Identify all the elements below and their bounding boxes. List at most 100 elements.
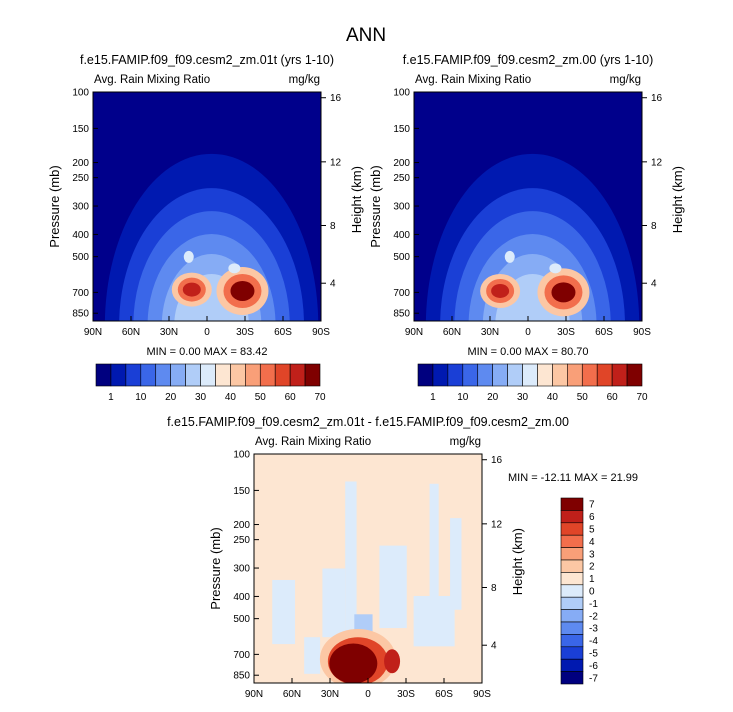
units-label: mg/kg — [450, 436, 481, 448]
colorbar-difference: 76 543 21 0-1-2 -3-4 -5-6-7 — [560, 497, 598, 685]
diff-negative-patch — [379, 545, 407, 629]
y-tick-label: 300 — [393, 202, 410, 213]
y2-tick-label: 12 — [330, 157, 342, 168]
colorbar-box — [581, 363, 598, 387]
colorbar-box — [215, 363, 231, 387]
colorbar-label: -3 — [589, 624, 598, 635]
colorbar-box — [560, 522, 584, 536]
y-tick-label: 500 — [72, 252, 89, 263]
diff-negative-patch — [450, 518, 462, 610]
x-tick-label: 90S — [473, 689, 491, 700]
y-tick-label: 200 — [72, 158, 89, 169]
colorbar-label: 60 — [607, 392, 619, 403]
y-tick-label: 850 — [72, 309, 89, 320]
colorbar-label: -5 — [589, 649, 598, 660]
y-tick-label: 150 — [393, 124, 410, 135]
y-tick-label: 700 — [233, 650, 250, 661]
colorbar-label: -1 — [589, 599, 598, 610]
x-tick-label: 90S — [312, 327, 330, 338]
y-tick-label: 200 — [393, 158, 410, 169]
colorbar-label: 20 — [487, 392, 499, 403]
colorbar-box — [462, 363, 479, 387]
y-tick-label: 700 — [72, 288, 89, 299]
diff-negative-patch — [272, 579, 296, 645]
colorbar-box — [245, 363, 261, 387]
y-tick-label: 250 — [233, 535, 250, 546]
colorbar-box — [477, 363, 493, 387]
colorbar-box — [140, 363, 157, 387]
x-tick-label: 60N — [443, 327, 461, 338]
panel-01t: f.e15.FAMIP.f09_f09.cesm2_zm.01t (yrs 1-… — [47, 53, 364, 358]
colorbar-label: 40 — [225, 392, 237, 403]
colorbar-label: -6 — [589, 661, 598, 672]
y-axis-label: Pressure (mb) — [208, 527, 223, 609]
y-tick-label: 500 — [233, 614, 250, 625]
colorbar-box — [274, 363, 291, 387]
colorbar-box — [230, 363, 246, 387]
colorbar-box — [560, 584, 584, 598]
colorbar-label: 10 — [135, 392, 147, 403]
colorbar-box — [560, 671, 584, 685]
units-label: mg/kg — [610, 74, 641, 86]
colorbar-box — [170, 363, 186, 387]
y2-tick-label: 8 — [651, 221, 657, 232]
colorbar-label: -4 — [589, 636, 598, 647]
variable-label: Avg. Rain Mixing Ratio — [415, 74, 531, 86]
colorbar-box — [110, 363, 127, 387]
diff-negative-patch — [345, 481, 357, 651]
colorbar-box — [560, 510, 584, 524]
y2-tick-label: 8 — [491, 583, 497, 594]
colorbar-box — [567, 363, 583, 387]
x-tick-label: 60N — [122, 327, 140, 338]
colorbar-box — [507, 363, 523, 387]
diff-negative-patch — [304, 637, 321, 674]
colorbar-box — [560, 497, 584, 511]
variable-label: Avg. Rain Mixing Ratio — [255, 436, 371, 448]
colorbar-label: 70 — [314, 392, 326, 403]
colorbar-01t: 1 10 20 30 40 50 60 70 — [95, 363, 326, 403]
panel-title: f.e15.FAMIP.f09_f09.cesm2_zm.01t - f.e15… — [167, 415, 569, 429]
colorbar-box — [259, 363, 276, 387]
x-tick-label: 60N — [283, 689, 301, 700]
y2-tick-label: 12 — [651, 157, 663, 168]
colorbar-label: 1 — [589, 574, 595, 585]
x-tick-label: 90N — [245, 689, 263, 700]
y-tick-label: 100 — [393, 88, 410, 99]
rain-max-core — [182, 282, 201, 297]
y-tick-label: 400 — [393, 230, 410, 241]
panel-title: f.e15.FAMIP.f09_f09.cesm2_zm.01t (yrs 1-… — [80, 53, 334, 67]
x-tick-label: 90N — [405, 327, 423, 338]
x-tick-label: 60S — [274, 327, 292, 338]
y2-axis-label: Height (km) — [670, 166, 685, 233]
colorbar-box — [432, 363, 449, 387]
x-tick-label: 60S — [435, 689, 453, 700]
x-tick-label: 30S — [557, 327, 575, 338]
x-tick-label: 0 — [204, 327, 210, 338]
diff-max-core — [329, 643, 378, 683]
colorbar-box — [596, 363, 613, 387]
x-tick-label: 60S — [595, 327, 613, 338]
colorbar-00: 1 10 20 30 40 50 60 70 — [417, 363, 648, 403]
y2-tick-label: 4 — [330, 279, 336, 290]
colorbar-label: 60 — [285, 392, 297, 403]
colorbar-label: 3 — [589, 549, 595, 560]
rain-gap — [549, 263, 562, 274]
y-tick-label: 850 — [393, 309, 410, 320]
y-tick-label: 100 — [72, 88, 89, 99]
colorbar-box — [560, 534, 584, 548]
colorbar-box — [560, 609, 584, 623]
diff-side-lobe — [384, 649, 401, 674]
colorbar-box — [200, 363, 216, 387]
colorbar-label: 40 — [547, 392, 559, 403]
colorbar-label: 20 — [165, 392, 177, 403]
stats-label: MIN = -12.11 MAX = 21.99 — [508, 472, 638, 484]
y-axis-label: Pressure (mb) — [368, 165, 383, 247]
y2-tick-label: 8 — [330, 221, 336, 232]
y2-axis-label: Height (km) — [349, 166, 364, 233]
rain-max-core — [230, 280, 255, 301]
rain-gap — [228, 263, 241, 274]
x-tick-label: 30N — [481, 327, 499, 338]
colorbar-box — [95, 363, 112, 387]
x-tick-label: 30S — [236, 327, 254, 338]
x-tick-label: 30N — [321, 689, 339, 700]
